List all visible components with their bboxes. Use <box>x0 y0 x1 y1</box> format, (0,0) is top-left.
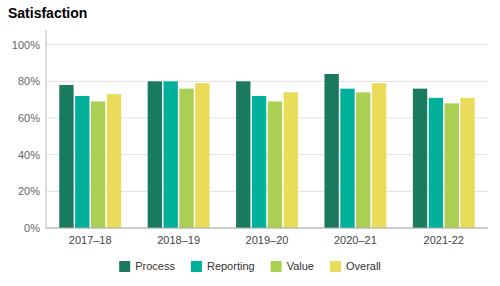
bar <box>284 92 298 228</box>
grid-line <box>46 81 488 82</box>
legend-label: Process <box>135 260 175 272</box>
bar <box>429 98 443 228</box>
legend-item: Process <box>119 260 175 272</box>
legend-label: Overall <box>346 260 381 272</box>
legend-swatch <box>271 261 282 272</box>
legend-label: Reporting <box>207 260 255 272</box>
legend-swatch <box>330 261 341 272</box>
legend-item: Value <box>271 260 314 272</box>
y-tick-label: 0% <box>24 222 40 234</box>
bar <box>164 81 178 228</box>
bar <box>356 92 370 228</box>
x-tick-label: 2018–19 <box>157 234 200 246</box>
bar <box>91 102 105 229</box>
bar <box>148 81 162 228</box>
x-tick-label: 2021-22 <box>424 234 464 246</box>
bar <box>75 96 89 228</box>
y-tick-label: 40% <box>18 149 40 161</box>
bar <box>372 83 386 228</box>
bar <box>107 94 121 228</box>
x-tick-label: 2019–20 <box>246 234 289 246</box>
y-tick-label: 20% <box>18 185 40 197</box>
bar <box>252 96 266 228</box>
bar <box>413 89 427 228</box>
bar <box>179 89 193 228</box>
bar <box>236 81 250 228</box>
legend-item: Reporting <box>191 260 255 272</box>
chart: Satisfaction 0% 20% 40% 60% 80% 100% 2017–18 201… <box>0 0 500 286</box>
bar <box>460 98 474 228</box>
x-axis-line <box>46 228 488 229</box>
bar <box>324 74 338 228</box>
legend-label: Value <box>287 260 314 272</box>
bar <box>195 83 209 228</box>
bar <box>268 102 282 229</box>
bar <box>340 89 354 228</box>
x-tick-label: 2020–21 <box>334 234 377 246</box>
y-tick-label: 80% <box>18 75 40 87</box>
bar <box>59 85 73 228</box>
y-axis-line <box>46 30 47 228</box>
legend-item: Overall <box>330 260 381 272</box>
grid-line <box>46 44 488 45</box>
legend: Process Reporting Value Overall <box>119 260 381 272</box>
grid-line <box>46 228 488 229</box>
y-tick-label: 100% <box>12 39 40 51</box>
x-tick-label: 2017–18 <box>69 234 112 246</box>
legend-swatch <box>119 261 130 272</box>
legend-swatch <box>191 261 202 272</box>
bar <box>445 103 459 228</box>
title: Satisfaction <box>8 5 87 21</box>
y-tick-label: 60% <box>18 112 40 124</box>
bars <box>59 74 474 228</box>
